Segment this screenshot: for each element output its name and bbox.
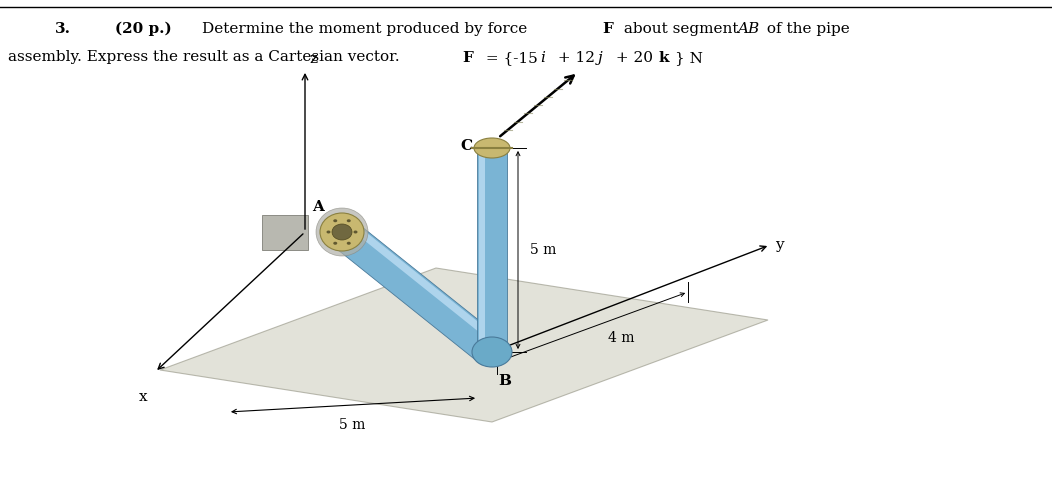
Polygon shape	[331, 219, 502, 365]
Text: 5 m: 5 m	[530, 243, 557, 257]
Text: y: y	[775, 238, 784, 252]
Text: F: F	[462, 51, 473, 65]
Text: 3.: 3.	[55, 22, 70, 36]
Text: j: j	[598, 51, 603, 65]
Ellipse shape	[347, 242, 350, 245]
Ellipse shape	[333, 219, 338, 222]
Polygon shape	[478, 148, 506, 352]
Polygon shape	[262, 215, 308, 250]
Text: (20 p.): (20 p.)	[115, 22, 171, 36]
Text: 4 m: 4 m	[608, 331, 634, 345]
Text: } N: } N	[675, 51, 703, 65]
Text: i: i	[540, 51, 545, 65]
Text: F: F	[602, 22, 613, 36]
Ellipse shape	[353, 230, 358, 233]
Ellipse shape	[320, 213, 364, 251]
Text: assembly. Express the result as a Cartesian vector.: assembly. Express the result as a Cartes…	[8, 50, 400, 64]
Text: x: x	[139, 390, 147, 404]
Polygon shape	[347, 220, 501, 346]
Text: B: B	[498, 374, 511, 388]
Text: of the pipe: of the pipe	[762, 22, 850, 36]
Text: + 20: + 20	[611, 51, 653, 65]
Text: A: A	[312, 200, 324, 214]
Text: z: z	[309, 52, 317, 66]
Text: k: k	[658, 51, 668, 65]
Ellipse shape	[472, 337, 512, 367]
Ellipse shape	[326, 230, 330, 233]
Text: = {-15: = {-15	[481, 51, 538, 65]
Ellipse shape	[347, 219, 350, 222]
Text: about segment: about segment	[619, 22, 744, 36]
Ellipse shape	[332, 224, 352, 240]
Ellipse shape	[333, 242, 338, 245]
Text: C: C	[460, 139, 472, 153]
Ellipse shape	[474, 138, 510, 158]
Text: + 12: + 12	[553, 51, 595, 65]
Polygon shape	[160, 268, 768, 422]
Ellipse shape	[316, 208, 368, 256]
Text: 5 m: 5 m	[339, 418, 365, 432]
Text: AB: AB	[737, 22, 760, 36]
Text: Determine the moment produced by force: Determine the moment produced by force	[202, 22, 527, 36]
Polygon shape	[479, 148, 485, 352]
